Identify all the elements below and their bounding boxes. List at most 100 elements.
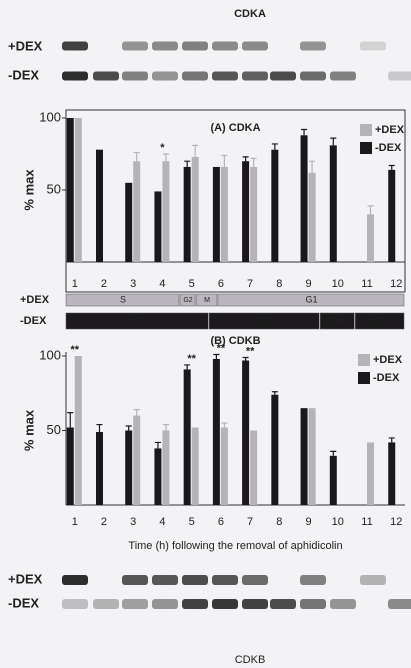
phase-bar [320,312,355,330]
error-bar [242,356,249,361]
legend-label: -DEX [375,142,402,154]
x-tick-label: 5 [189,278,195,290]
x-tick-label: 1 [72,516,78,528]
x-tick-label: 6 [218,278,224,290]
blot-band [300,71,326,81]
phase-row-label: -DEX [20,315,47,327]
error-bar [184,160,191,167]
legend-swatch [360,124,372,136]
x-tick-label: 10 [332,516,344,528]
blot-band [152,599,178,609]
blot-band [242,41,268,51]
blot-band [62,575,88,585]
bar [308,408,316,505]
bar [242,360,250,505]
error-bar [133,151,140,162]
phase-bar [65,312,209,330]
bar [388,442,396,505]
bar [250,166,258,262]
x-axis-label: Time (h) following the removal of aphidi… [128,540,342,552]
bar [154,191,162,262]
phase-label: G2 [183,297,192,304]
blot-band [270,599,296,609]
legend-swatch [358,354,370,366]
blot-row-label: +DEX [8,571,43,586]
blot-band [122,575,148,585]
bar [183,166,191,262]
phase-label: G2 [259,315,271,325]
phase-bar [355,312,405,330]
bar [74,356,82,505]
error-bar [221,422,228,428]
bar [95,149,103,262]
bar [388,169,396,262]
error-bar [367,205,374,215]
bar [162,430,170,505]
bar [162,161,170,262]
blot-band [360,575,386,585]
phase-label: G1 [305,294,317,304]
bar [271,149,279,262]
blot-band [330,71,356,81]
phase-bar [195,293,218,307]
x-tick-label: 4 [159,516,165,528]
blot-band [152,41,178,51]
blot-band [388,71,411,81]
legend-label: +DEX [373,354,403,366]
error-bar [96,423,103,432]
bar [191,156,199,262]
blot-band [242,599,268,609]
error-bar [213,353,220,359]
bar [133,161,141,262]
bar [125,430,133,505]
bar [329,145,337,262]
annotation: ** [70,344,79,356]
error-bar [184,364,191,370]
x-tick-label: 9 [305,516,311,528]
bar [300,408,308,505]
x-tick-label: 7 [247,278,253,290]
x-tick-label: 12 [390,516,402,528]
x-tick-label: 6 [218,516,224,528]
blot-band [62,71,88,81]
blot-band [182,599,208,609]
x-tick-label: 8 [276,516,282,528]
error-bar [125,425,132,431]
x-tick-label: 11 [361,278,372,290]
blot-band [122,599,148,609]
error-bar [67,412,74,428]
bar [367,214,375,262]
phase-label: M [334,315,342,325]
blot-title: CDKB [235,654,266,666]
y-tick-label: 50 [47,181,61,196]
blot-band [182,71,208,81]
phase-label: M [204,297,210,304]
error-bar [388,164,395,170]
bar [212,166,220,262]
x-tick-label: 3 [130,516,136,528]
error-bar [162,153,169,162]
bar [242,161,250,262]
x-tick-label: 9 [305,278,311,290]
blot-band [152,575,178,585]
blot-band [122,41,148,51]
blot-band [182,575,208,585]
error-bar [271,391,278,395]
blot-band [212,71,238,81]
phase-bar [208,312,320,330]
bar [154,448,162,505]
blot-row-label: -DEX [8,595,39,610]
x-tick-label: 4 [159,278,165,290]
phase-label: G1 [374,315,386,325]
blot-band [62,41,88,51]
y-tick-label: 50 [47,422,61,437]
blot-band [62,599,88,609]
chart-title: (A) CDKA [210,122,260,134]
y-tick-label: 100 [39,109,61,124]
blot-band [242,575,268,585]
bar [300,135,308,262]
blot-band [300,599,326,609]
blot-band [182,41,208,51]
x-tick-label: 7 [247,516,253,528]
